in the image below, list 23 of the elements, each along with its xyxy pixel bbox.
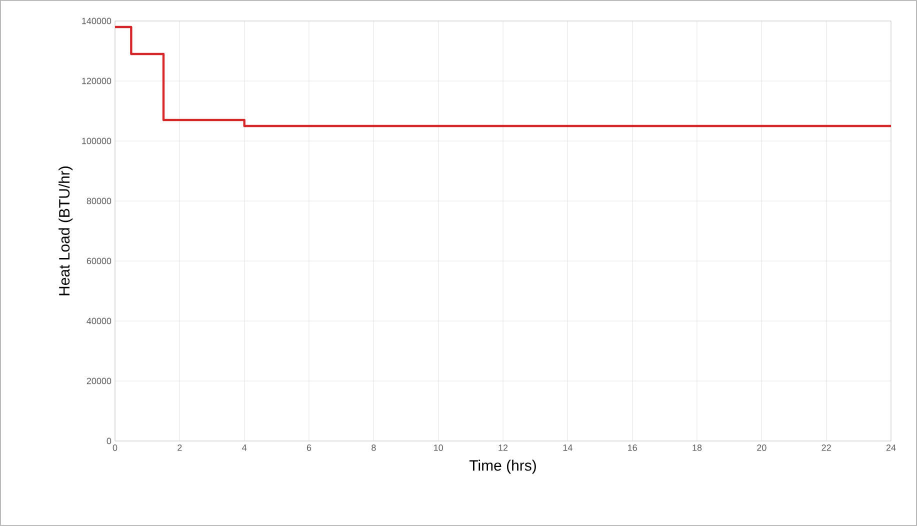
x-tick-label: 10 xyxy=(434,444,443,451)
y-tick-label: 60000 xyxy=(86,258,112,264)
x-tick-label: 22 xyxy=(822,444,831,451)
x-tick-label: 18 xyxy=(692,444,702,451)
y-axis-title: Heat Load (BTU/hr) xyxy=(58,166,73,296)
y-tick-label: 80000 xyxy=(86,198,112,204)
x-tick-label: 12 xyxy=(498,444,508,451)
x-tick-label: 0 xyxy=(112,444,118,451)
x-tick-label: 20 xyxy=(757,444,766,451)
y-tick-label: 120000 xyxy=(82,78,112,84)
x-tick-label: 6 xyxy=(306,444,312,451)
y-tick-label: 20000 xyxy=(86,378,112,384)
y-tick-label: 40000 xyxy=(86,318,112,324)
x-tick-label: 4 xyxy=(242,444,247,451)
x-tick-label: 16 xyxy=(628,444,637,451)
x-tick-label: 8 xyxy=(372,444,376,451)
x-tick-label: 24 xyxy=(886,444,896,451)
y-tick-label: 140000 xyxy=(82,18,112,24)
y-tick-label: 100000 xyxy=(82,138,112,144)
x-tick-label: 2 xyxy=(178,444,182,451)
x-axis-title: Time (hrs) xyxy=(469,460,536,474)
x-tick-label: 14 xyxy=(563,444,572,451)
y-tick-label: 0 xyxy=(106,438,112,444)
